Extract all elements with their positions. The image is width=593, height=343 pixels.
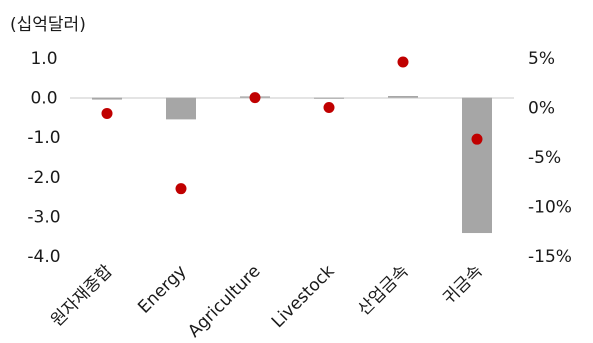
bar: [314, 97, 344, 99]
left-tick-label: -1.0: [27, 128, 60, 148]
category-label: Livestock: [268, 261, 339, 332]
bar: [92, 97, 122, 100]
y-axis-unit-label: (십억달러): [10, 15, 86, 35]
right-tick-label: 5%: [528, 49, 555, 69]
left-tick-label: -2.0: [27, 168, 60, 188]
category-label: 귀금속: [439, 261, 486, 308]
left-tick-label: 0.0: [30, 89, 57, 109]
category-label: Agriculture: [184, 261, 264, 341]
category-label: 산업금속: [354, 261, 412, 319]
right-tick-label: -5%: [528, 148, 561, 168]
data-point: [101, 107, 113, 119]
category-label: 원자재종합: [47, 261, 117, 331]
bars: [92, 96, 492, 234]
bar: [388, 96, 418, 98]
data-point: [471, 133, 483, 145]
data-point: [249, 92, 261, 104]
bar: [166, 97, 196, 120]
right-axis-ticks: 5% 0% -5% -10% -15%: [528, 49, 572, 267]
right-tick-label: -15%: [528, 247, 572, 267]
data-point: [323, 102, 335, 113]
data-point: [175, 183, 187, 195]
left-axis-ticks: 1.0 0.0 -1.0 -2.0 -3.0 -4.0: [27, 49, 60, 267]
points: [101, 56, 483, 195]
left-tick-label: -3.0: [27, 207, 60, 227]
data-point: [397, 56, 409, 68]
left-tick-label: 1.0: [30, 49, 57, 69]
right-tick-label: 0%: [528, 99, 555, 119]
right-tick-label: -10%: [528, 198, 572, 218]
bar: [462, 97, 492, 234]
category-label: Energy: [134, 261, 190, 317]
left-tick-label: -4.0: [27, 247, 60, 267]
